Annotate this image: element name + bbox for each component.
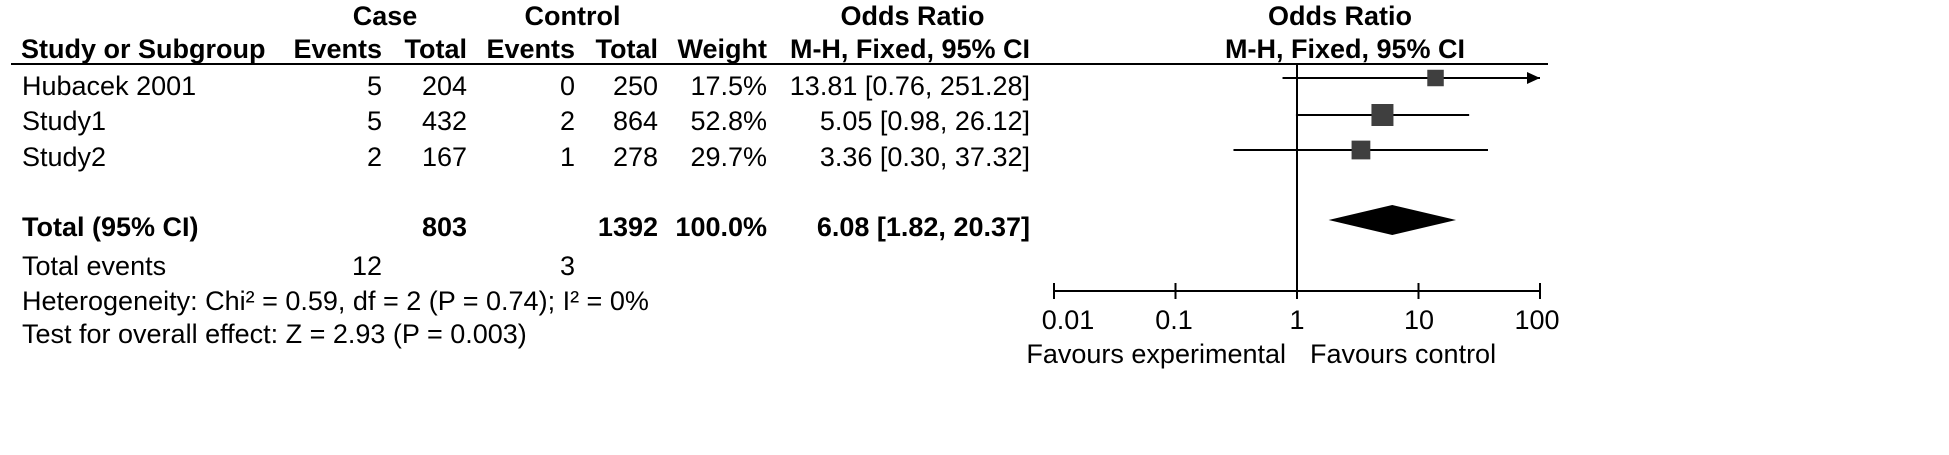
control-events-cell: 1 [559, 142, 575, 172]
weight-cell: 52.8% [690, 106, 767, 136]
control-events-column-header: Events [486, 34, 575, 64]
total-ci: 6.08 [1.82, 20.37] [816, 212, 1030, 242]
axis-tick-label: 100 [1514, 305, 1560, 335]
axis-tick-label: 10 [1403, 305, 1435, 335]
case-total-cell: 167 [421, 142, 467, 172]
pooled-diamond [1328, 205, 1457, 235]
axis-tick-label: 1 [1289, 305, 1305, 335]
case-group-header: Case [352, 1, 418, 31]
weight-column-header: Weight [677, 34, 768, 64]
odds-ratio-ci-cell: 13.81 [0.76, 251.28] [789, 71, 1030, 101]
study-name: Study2 [22, 142, 107, 172]
total-events-label: Total events [22, 251, 167, 281]
odds-ratio-ci-cell: 5.05 [0.98, 26.12] [819, 106, 1030, 136]
odds-ratio-plot-header: Odds Ratio [1267, 1, 1412, 31]
case-events-cell: 5 [366, 106, 382, 136]
study-point [1351, 140, 1371, 160]
control-group-header: Control [524, 1, 621, 31]
control-events-cell: 2 [559, 106, 575, 136]
control-events-cell: 0 [559, 71, 575, 101]
axis-tick-label: 0.01 [1041, 305, 1095, 335]
weight-cell: 29.7% [690, 142, 767, 172]
control-total-cell: 278 [612, 142, 658, 172]
overall-effect-text: Test for overall effect: Z = 2.93 (P = 0… [22, 319, 527, 349]
total-events-control: 3 [559, 251, 575, 281]
total-events-case: 12 [351, 251, 382, 281]
total-control-total: 1392 [597, 212, 658, 242]
case-total-column-header: Total [404, 34, 468, 64]
case-total-cell: 204 [421, 71, 467, 101]
case-events-cell: 2 [366, 142, 382, 172]
control-total-column-header: Total [595, 34, 659, 64]
study-point [1371, 104, 1394, 126]
case-events-column-header: Events [293, 34, 382, 64]
study-name: Study1 [22, 106, 107, 136]
odds-ratio-ci-cell: 3.36 [0.30, 37.32] [819, 142, 1030, 172]
control-total-cell: 864 [612, 106, 658, 136]
weight-cell: 17.5% [690, 71, 767, 101]
case-total-cell: 432 [421, 106, 467, 136]
study-name: Hubacek 2001 [22, 71, 197, 101]
heterogeneity-text: Heterogeneity: Chi² = 0.59, df = 2 (P = … [22, 286, 649, 316]
method-plot-header: M-H, Fixed, 95% CI [1224, 34, 1466, 64]
favours-control-label: Favours control [1310, 339, 1497, 369]
ci-arrow-icon [1527, 72, 1540, 84]
favours-experimental-label: Favours experimental [1026, 339, 1286, 369]
control-total-cell: 250 [612, 71, 658, 101]
odds-ratio-table-header: Odds Ratio [840, 1, 985, 31]
case-events-cell: 5 [366, 71, 382, 101]
study-column-header: Study or Subgroup [21, 34, 266, 64]
total-weight: 100.0% [675, 212, 767, 242]
total-label: Total (95% CI) [22, 212, 199, 242]
axis-tick-label: 0.1 [1155, 305, 1193, 335]
method-table-header: M-H, Fixed, 95% CI [789, 34, 1030, 64]
study-point [1427, 69, 1444, 87]
total-case-total: 803 [421, 212, 467, 242]
